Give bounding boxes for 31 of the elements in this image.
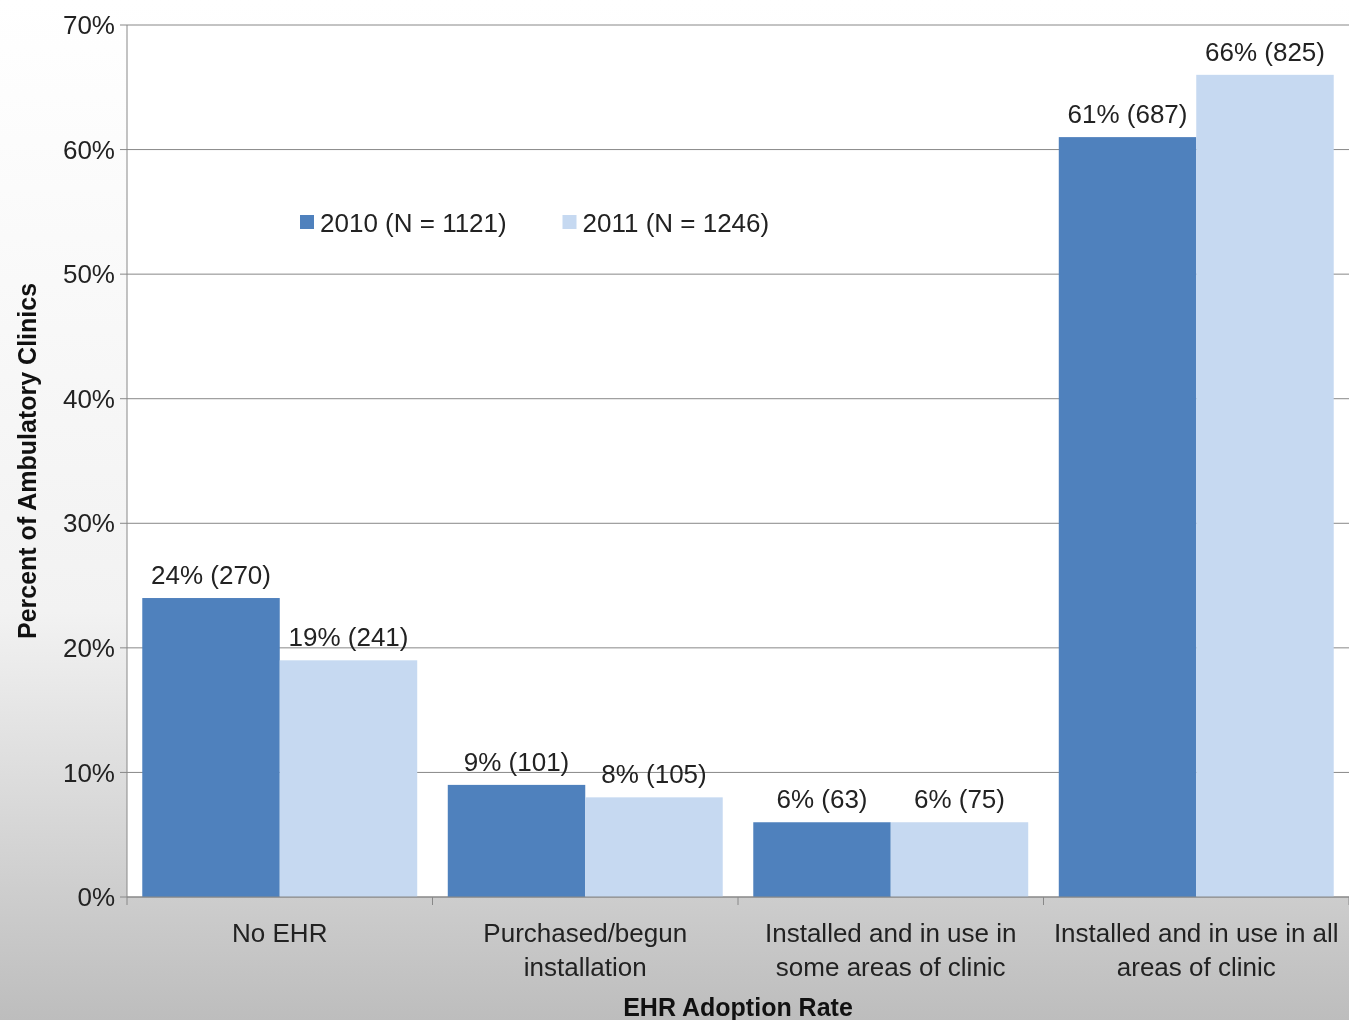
y-axis-title: Percent of Ambulatory Clinics (13, 282, 41, 640)
data-label: 19% (241) (288, 622, 409, 653)
bar (1196, 74, 1334, 897)
x-tick-label: Purchased/begun installation (483, 918, 688, 982)
y-tick-label: 50% (62, 259, 115, 290)
bar (1058, 137, 1197, 897)
y-tick-label: 10% (62, 757, 115, 788)
x-tick-label: Installed and in use in some areas of clinic (764, 918, 1017, 982)
legend-label: 2011 (N = 1246) (582, 208, 770, 239)
bar (585, 797, 723, 897)
bar (142, 598, 280, 897)
x-tick-label: Installed and in use in all areas of clinic (1053, 918, 1339, 982)
y-tick-label: 20% (62, 632, 115, 663)
y-tick-label: 40% (62, 383, 115, 414)
x-tick-label: No EHR (232, 918, 328, 948)
data-label: 9% (101) (463, 746, 570, 777)
bar (753, 822, 891, 897)
bar (279, 660, 418, 897)
data-label: 6% (63) (776, 784, 868, 815)
data-label: 61% (687) (1067, 99, 1188, 130)
data-label: 6% (75) (913, 784, 1006, 815)
data-label: 66% (825) (1205, 36, 1325, 67)
data-label: 24% (270) (151, 560, 271, 591)
y-tick-label: 60% (62, 134, 115, 165)
legend-label: 2010 (N = 1121) (320, 208, 507, 239)
bar (890, 822, 1029, 897)
data-label: 8% (105) (601, 759, 707, 790)
y-tick-label: 70% (62, 10, 115, 41)
bar (447, 784, 586, 897)
y-tick-label: 30% (62, 508, 115, 539)
y-tick-label: 0% (77, 882, 115, 913)
